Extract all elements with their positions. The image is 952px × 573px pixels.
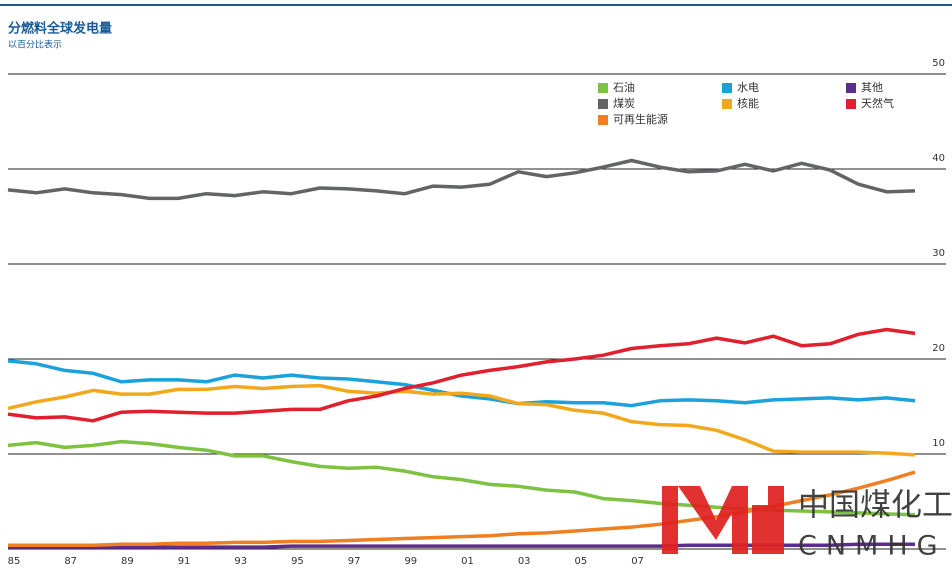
logo-part: [752, 512, 768, 554]
logo-part: [732, 486, 748, 554]
y-tick-label: 50: [932, 58, 945, 69]
logo-part: [768, 486, 784, 554]
grid: 10 20 30 40 50 85 87 89 91 93 95 97 99 01 03 05 07: [8, 58, 946, 567]
chart-title: 分燃料全球发电量: [8, 21, 112, 37]
logo-part: [662, 486, 678, 554]
legend-swatch: [598, 83, 608, 93]
x-tick-label: 03: [518, 556, 531, 567]
legend-label: 核能: [737, 96, 759, 110]
series-line: [7, 383, 916, 457]
y-tick-label: 10: [932, 438, 945, 449]
x-tick-label: 05: [575, 556, 588, 567]
y-tick-label: 20: [932, 343, 945, 354]
legend-swatch: [722, 83, 732, 93]
x-tick-label: 87: [64, 556, 77, 567]
x-tick-label: 89: [121, 556, 134, 567]
watermark-text: 中国煤化工: [798, 488, 952, 524]
x-tick-label: 99: [404, 556, 417, 567]
chart-subtitle: 以百分比表示: [8, 39, 62, 51]
x-tick-label: 95: [291, 556, 304, 567]
x-tick-label: 97: [348, 556, 361, 567]
y-tick-label: 30: [932, 248, 945, 259]
legend-swatch: [722, 99, 732, 109]
logo-part: [678, 486, 748, 540]
watermark-subtext: CNMHG: [798, 531, 947, 562]
series-line: [7, 359, 916, 408]
legend-label: 煤炭: [613, 97, 635, 110]
legend-label: 天然气: [861, 96, 894, 110]
legend-swatch: [598, 99, 608, 109]
logo-part: [752, 505, 784, 515]
legend-label: 其他: [861, 81, 883, 94]
legend-label: 水电: [737, 81, 759, 94]
x-tick-label: 07: [631, 556, 644, 567]
legend-swatch: [846, 83, 856, 93]
watermark: 中国煤化工 CNMHG: [662, 486, 952, 562]
y-tick-label: 40: [932, 153, 945, 164]
legend-label: 石油: [613, 80, 635, 94]
legend-swatch: [598, 115, 608, 125]
x-tick-label: 93: [234, 556, 247, 567]
x-tick-label: 85: [8, 556, 21, 567]
legend-label: 可再生能源: [613, 112, 668, 126]
series-line: [7, 158, 916, 201]
x-tick-label: 01: [461, 556, 474, 567]
legend-swatch: [846, 99, 856, 109]
x-tick-label: 91: [178, 556, 191, 567]
series-line: [7, 327, 916, 423]
